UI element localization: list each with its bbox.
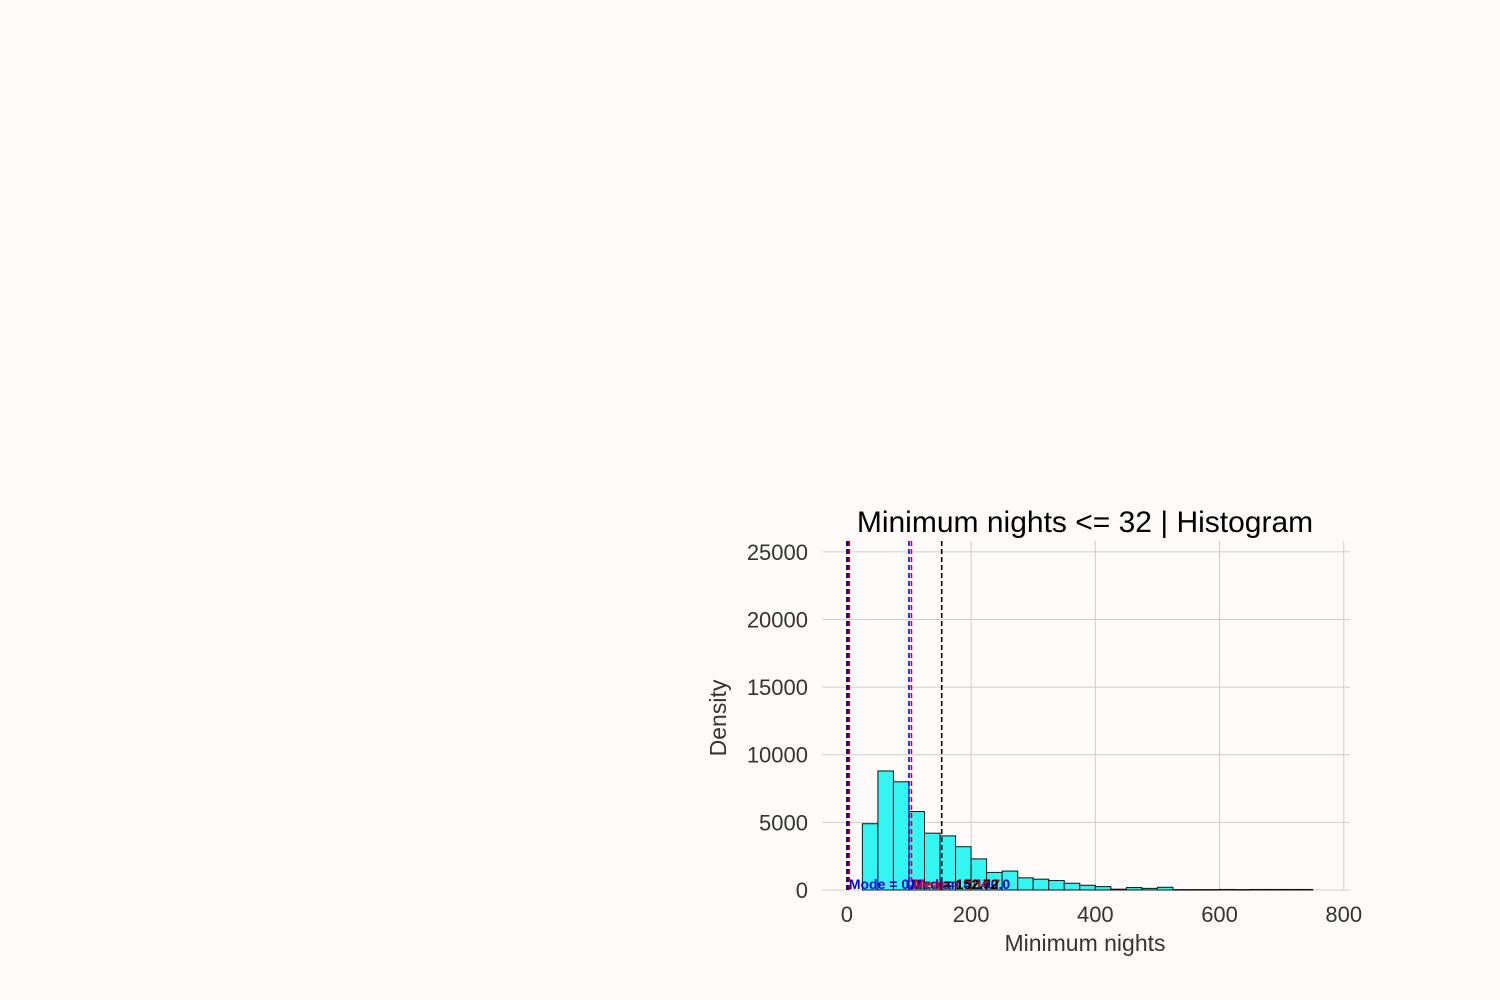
histogram-bar bbox=[892, 781, 910, 891]
histogram-bars bbox=[861, 770, 1314, 891]
tick-labels: 0 5000 10000 15000 20000 25000 0 200 400 600 800 bbox=[747, 540, 1362, 927]
y-axis-label: Density bbox=[705, 679, 731, 756]
histogram-bar bbox=[1156, 886, 1174, 891]
y-tick-label: 10000 bbox=[747, 743, 808, 768]
y-tick-label: 20000 bbox=[747, 607, 808, 632]
stat-label: Median = 100.0 bbox=[911, 876, 1010, 892]
histogram-bar bbox=[1110, 888, 1127, 891]
histogram-bar bbox=[1234, 889, 1252, 891]
histogram-bar bbox=[1094, 886, 1112, 891]
x-tick-label: 400 bbox=[1077, 902, 1114, 927]
histogram-bar bbox=[1296, 888, 1314, 891]
x-axis-label: Minimum nights bbox=[1004, 930, 1165, 956]
y-tick-label: 5000 bbox=[759, 810, 808, 835]
histogram-bar bbox=[1063, 882, 1081, 891]
stat-lines bbox=[846, 541, 943, 890]
stat-label: Mode = 0.0 bbox=[849, 876, 921, 892]
stat-label: Mean = 104.7 bbox=[913, 876, 1000, 892]
histogram-bar bbox=[1187, 889, 1205, 891]
histogram-bar bbox=[1079, 884, 1096, 891]
histogram-bar bbox=[1203, 889, 1221, 891]
stat-label: = 152.72 bbox=[944, 876, 999, 892]
y-tick-label: 15000 bbox=[747, 675, 808, 700]
histogram-bar bbox=[1172, 889, 1189, 891]
histogram-bar bbox=[1281, 888, 1298, 891]
histogram-bar bbox=[1250, 888, 1267, 891]
histogram-bar bbox=[1017, 877, 1034, 891]
histogram-bar bbox=[1032, 878, 1050, 891]
histogram-bar bbox=[1219, 888, 1236, 891]
chart-title: Minimum nights <= 32 | Histogram bbox=[857, 506, 1313, 539]
histogram-bar bbox=[1048, 880, 1065, 891]
x-tick-label: 200 bbox=[953, 902, 990, 927]
histogram-bar bbox=[877, 770, 894, 891]
histogram-bar bbox=[1141, 887, 1158, 891]
histogram-bar bbox=[1125, 887, 1143, 891]
y-tick-label: 25000 bbox=[747, 540, 808, 565]
x-tick-label: 600 bbox=[1201, 902, 1238, 927]
x-tick-label: 0 bbox=[841, 902, 853, 927]
y-tick-label: 0 bbox=[796, 878, 808, 903]
histogram-bar bbox=[1265, 888, 1283, 891]
x-tick-label: 800 bbox=[1325, 902, 1362, 927]
